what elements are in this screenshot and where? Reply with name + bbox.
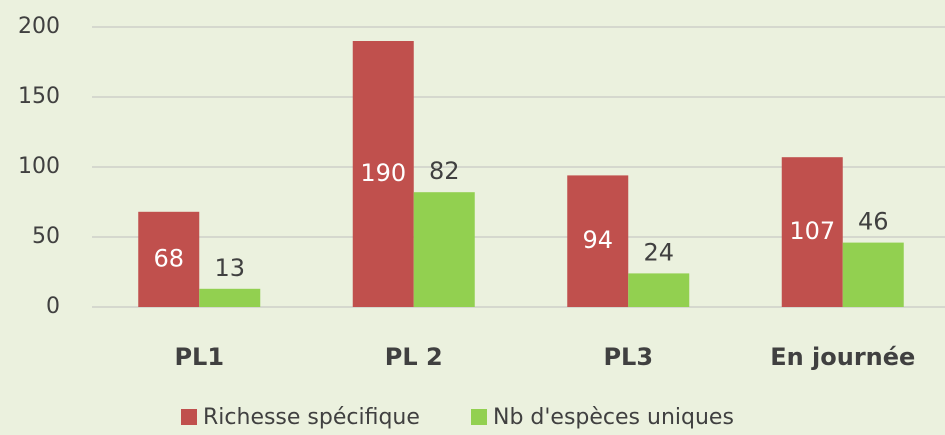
- x-tick-label: PL3: [603, 343, 653, 371]
- bar: [352, 41, 414, 307]
- x-tick-label: PL1: [174, 343, 224, 371]
- bar: [567, 175, 629, 307]
- data-label: 82: [429, 157, 460, 185]
- bar: [138, 211, 200, 307]
- x-tick-label: En journée: [770, 343, 915, 371]
- y-tick-label: 150: [18, 84, 60, 109]
- bar: [842, 242, 904, 307]
- y-tick-label: 100: [18, 154, 60, 179]
- data-label: 94: [582, 226, 613, 254]
- bar: [199, 288, 261, 307]
- bar: [781, 157, 843, 307]
- legend-label: Richesse spécifique: [203, 405, 420, 430]
- x-tick-label: PL 2: [385, 343, 443, 371]
- y-tick-label: 200: [18, 14, 60, 39]
- legend-label: Nb d'espèces uniques: [493, 405, 734, 430]
- bar: [413, 192, 475, 307]
- legend-swatch: [181, 409, 197, 425]
- data-label: 190: [360, 159, 406, 187]
- legend-swatch: [471, 409, 487, 425]
- y-tick-label: 50: [32, 224, 60, 249]
- data-label: 46: [858, 208, 889, 236]
- bar: [628, 273, 690, 307]
- data-label: 68: [153, 244, 184, 272]
- y-tick-label: 0: [46, 294, 60, 319]
- data-label: 107: [789, 217, 835, 245]
- data-label: 13: [214, 254, 245, 282]
- data-label: 24: [643, 238, 674, 266]
